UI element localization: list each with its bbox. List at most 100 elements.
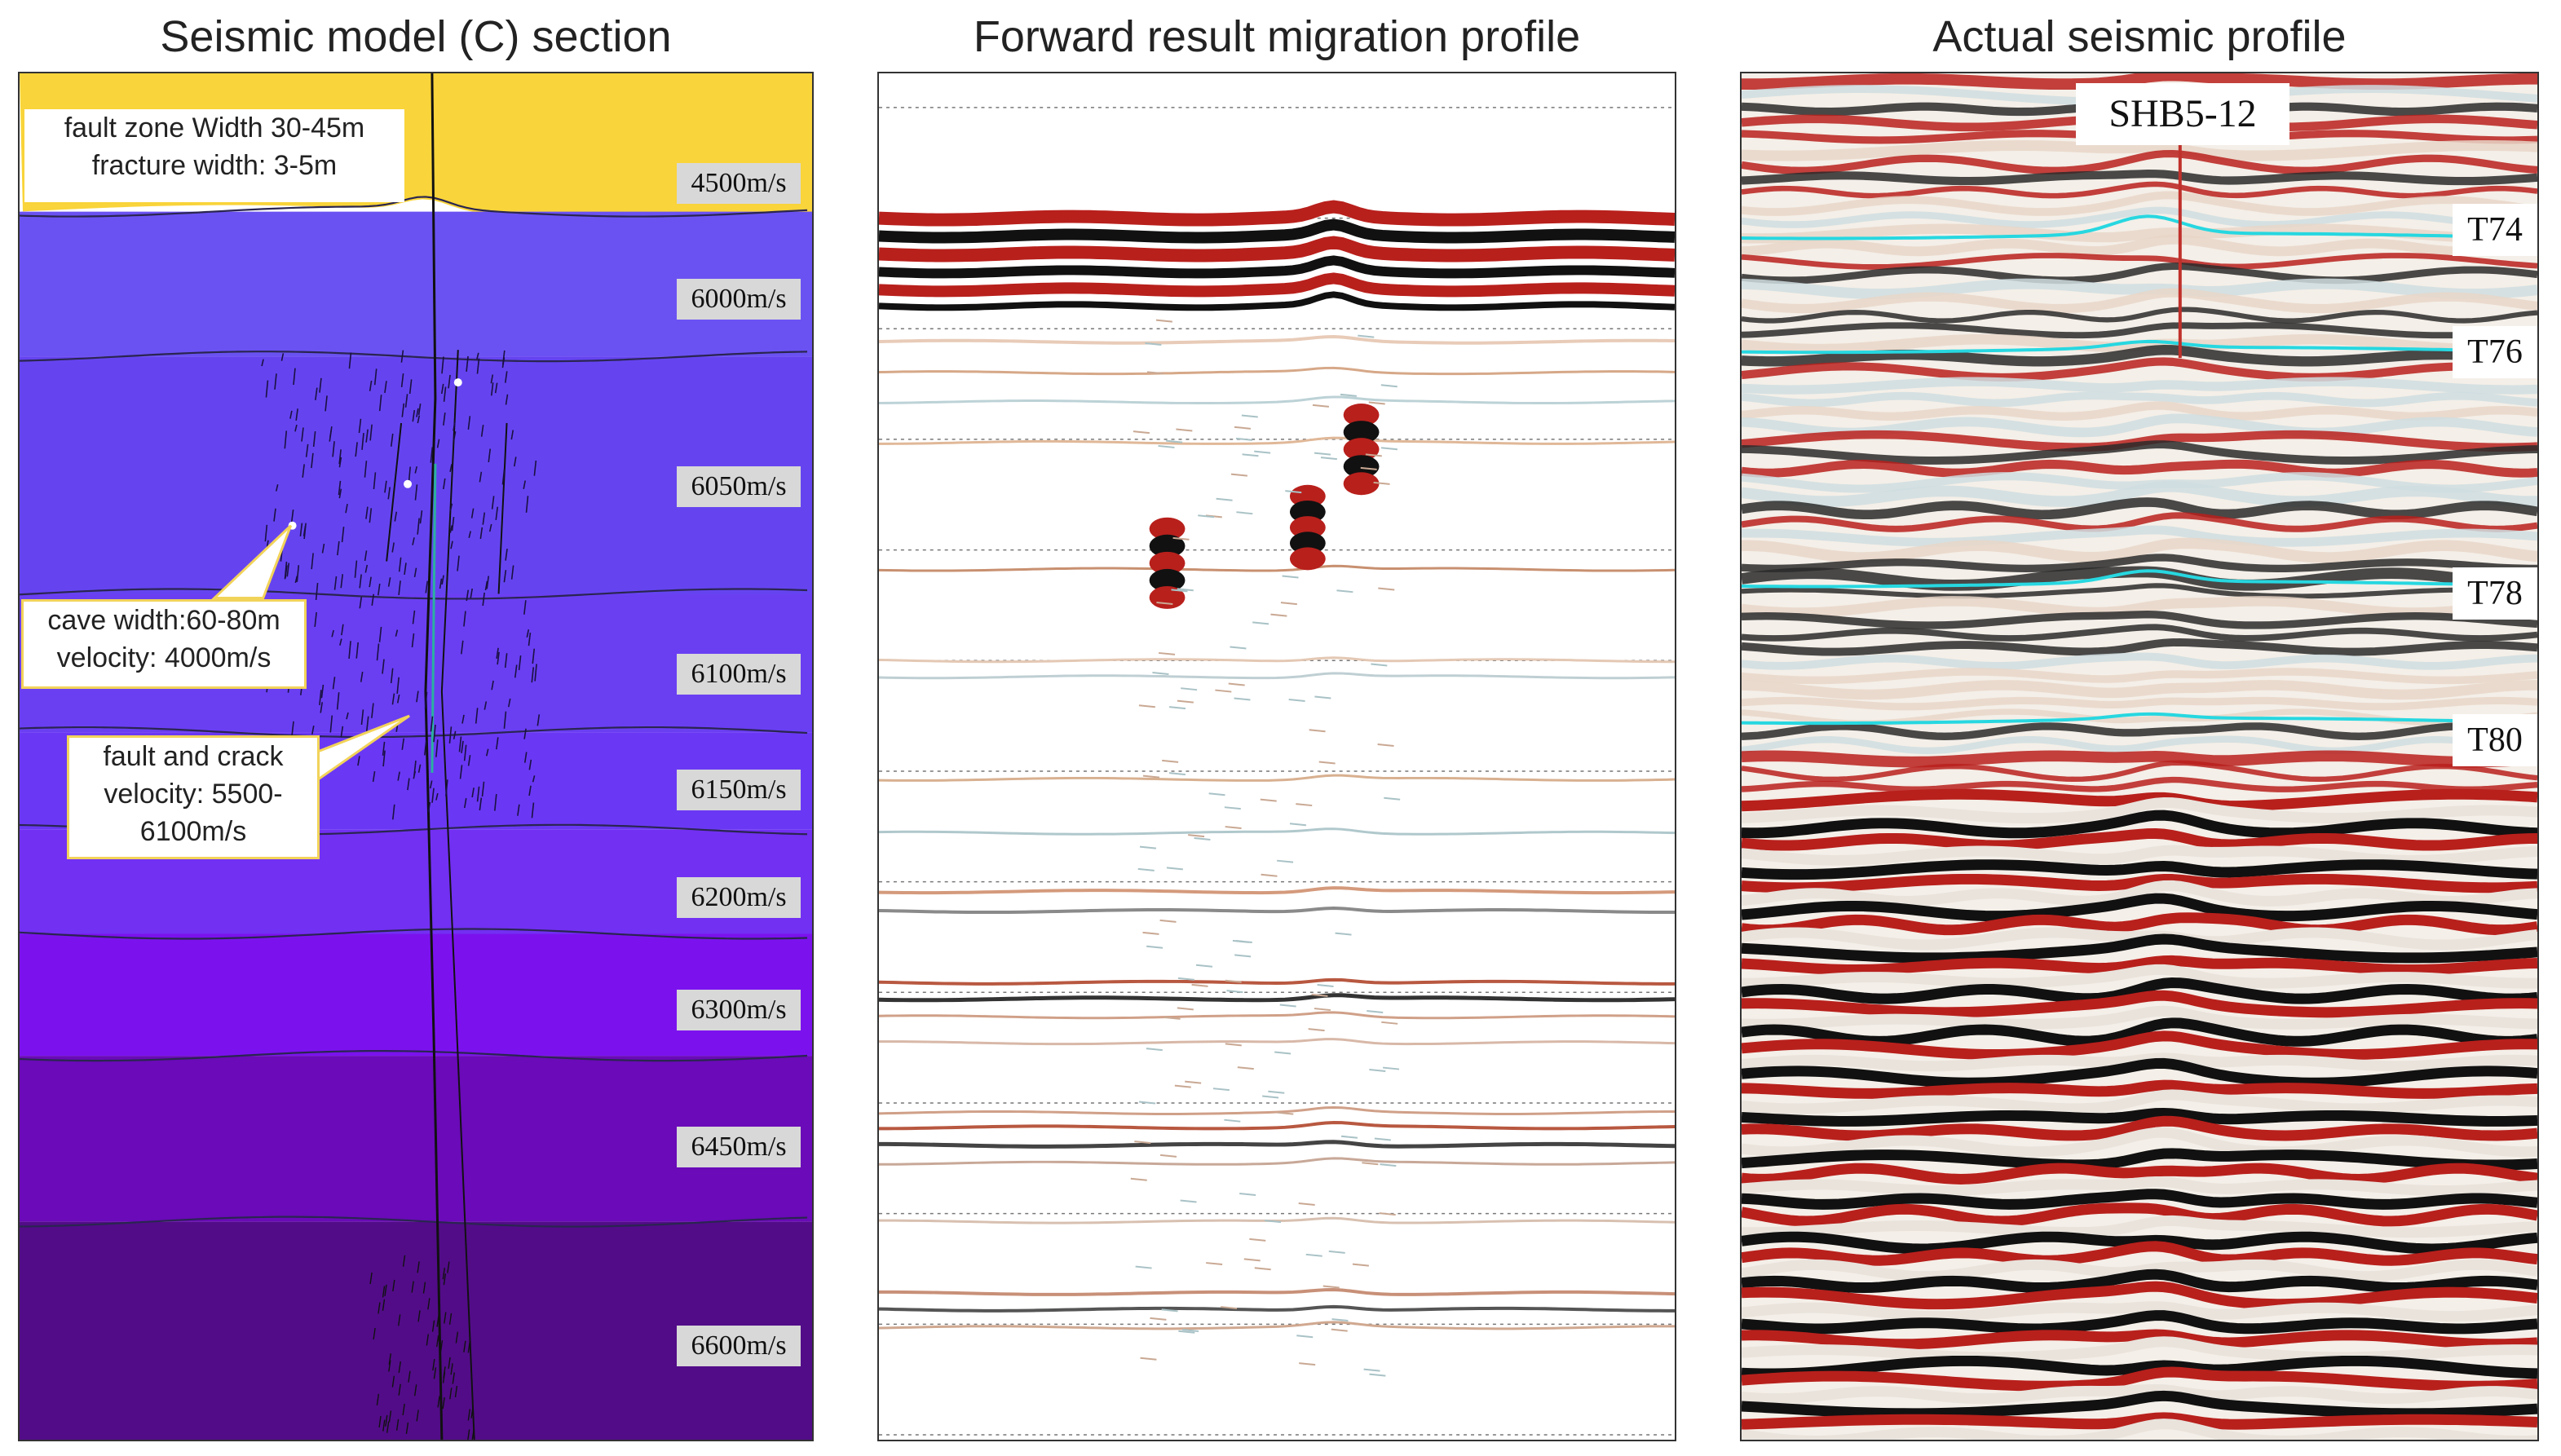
fracture-mark [312, 431, 316, 448]
noise-mark [1138, 704, 1155, 708]
noise-mark [1130, 1177, 1147, 1181]
fracture-mark [371, 593, 375, 607]
fracture-mark [369, 424, 373, 441]
fracture-mark [365, 716, 369, 731]
fracture-mark [325, 395, 328, 412]
seismic-trace [1742, 796, 2537, 824]
seismic-trace [1742, 288, 2537, 314]
seismic-trace [1742, 638, 2537, 656]
seismic-trace [1742, 73, 2537, 90]
fracture-mark [294, 576, 298, 584]
seismic-trace [1742, 377, 2537, 395]
fracture-mark [467, 416, 471, 430]
fracture-mark [441, 575, 444, 585]
fracture-mark [404, 394, 408, 408]
fracture-mark [448, 1357, 451, 1369]
diffraction-anomaly [1343, 404, 1380, 426]
fracture-mark [443, 413, 446, 426]
seismic-trace [1742, 253, 2537, 270]
fracture-mark [294, 424, 298, 432]
fracture-mark [315, 387, 318, 400]
fracture-mark [517, 804, 520, 816]
fracture-mark [485, 748, 489, 757]
reflection-event [879, 1304, 1675, 1313]
noise-mark [1206, 1262, 1223, 1266]
velocity-label: 6300m/s [677, 990, 801, 1030]
fracture-mark [401, 403, 405, 417]
fracture-mark [378, 626, 382, 642]
fracture-mark [369, 576, 372, 588]
fracture-mark [488, 448, 492, 463]
fracture-mark [513, 457, 517, 467]
fracture-mark [436, 439, 440, 448]
actual-panel-title: Actual seismic profile [1932, 12, 2347, 61]
noise-mark [1288, 699, 1305, 703]
noise-mark [1268, 1090, 1285, 1094]
fracture-mark [360, 671, 364, 682]
fracture-mark [419, 510, 423, 524]
layer-boundary [20, 1216, 808, 1228]
seismic-trace [1742, 1089, 2537, 1114]
fracture-mark [425, 580, 429, 593]
layer-boundary [20, 196, 808, 218]
seismic-trace [1742, 140, 2537, 161]
noise-mark [1322, 1285, 1340, 1289]
noise-mark [1277, 1111, 1294, 1115]
fracture-mark [390, 668, 394, 684]
noise-mark [1311, 993, 1328, 997]
fracture-mark [491, 680, 494, 690]
fracture-mark [369, 508, 373, 523]
reflection-event [879, 656, 1675, 664]
fracture-mark [332, 441, 335, 457]
fracture-mark [314, 611, 317, 628]
noise-mark [1215, 689, 1232, 693]
noise-mark [1241, 414, 1258, 418]
noise-mark [1159, 1154, 1177, 1158]
noise-mark [1177, 699, 1194, 704]
fracture-mark [357, 756, 360, 766]
noise-mark [1352, 1263, 1369, 1267]
noise-mark [1166, 867, 1183, 871]
fracture-mark [400, 350, 404, 363]
diffraction-anomaly [1289, 547, 1326, 571]
fracture-mark [417, 404, 422, 415]
seismic-trace [1742, 1176, 2537, 1197]
fracture-mark [320, 702, 323, 713]
fracture-mark [523, 728, 527, 739]
seismic-trace [1742, 440, 2537, 465]
diffraction-anomaly [1343, 421, 1380, 444]
noise-mark [1188, 834, 1205, 838]
fracture-mark [376, 1393, 380, 1405]
reflection-event [879, 1157, 1675, 1166]
fracture-mark [449, 1388, 453, 1400]
noise-mark [1380, 447, 1398, 451]
fracture-mark [397, 1314, 401, 1326]
fracture-mark [365, 506, 369, 519]
fracture-mark [392, 1279, 395, 1292]
noise-mark [1331, 1318, 1349, 1322]
fracture-mark [384, 381, 387, 394]
noise-mark [1230, 473, 1247, 477]
actual-seismic-section [1742, 73, 2537, 1440]
fracture-mark [388, 1410, 392, 1423]
noise-mark [1262, 1095, 1279, 1099]
fracture-mark [470, 508, 475, 518]
velocity-label: 6600m/s [677, 1326, 801, 1366]
reflection-event [879, 774, 1675, 782]
fracture-mark [338, 449, 342, 465]
diffraction-anomaly [1289, 516, 1326, 540]
fracture-mark [286, 563, 290, 577]
fracture-mark [355, 642, 360, 659]
seismic-trace [1742, 964, 2537, 989]
noise-mark [1225, 979, 1242, 983]
noise-mark [1365, 453, 1382, 457]
seismic-trace [1742, 1241, 2537, 1266]
seismic-trace [1742, 512, 2537, 532]
seismic-trace [1742, 345, 2537, 367]
fracture-mark [433, 724, 436, 743]
fault-branch-line [497, 422, 508, 594]
reflection-event [879, 1105, 1675, 1115]
noise-mark [1282, 575, 1299, 579]
seismic-trace [1742, 481, 2537, 507]
seismic-trace [1742, 880, 2537, 907]
